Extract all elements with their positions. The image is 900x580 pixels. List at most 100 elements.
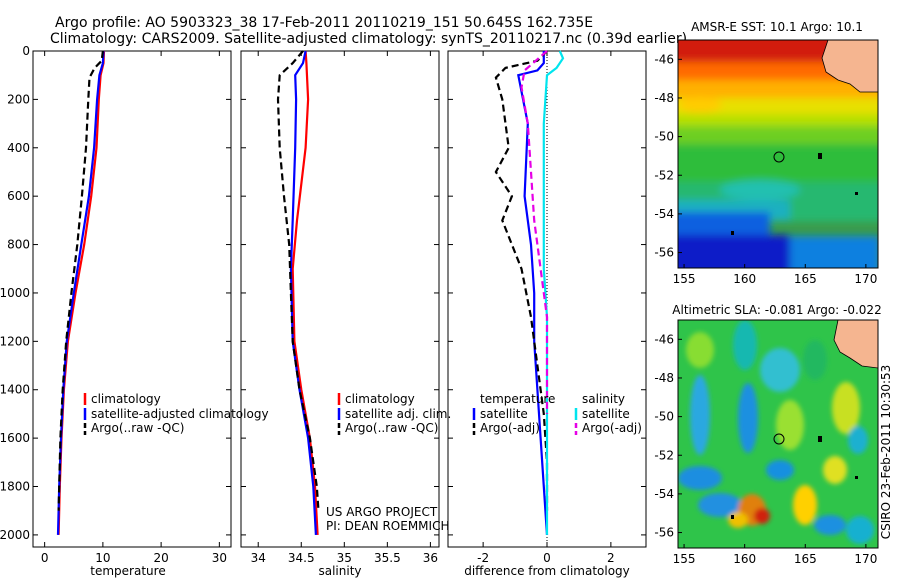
- map-x-tick-label: 160: [733, 272, 756, 286]
- argo-location-marker-sla: [773, 433, 785, 445]
- map-y-tick-label: -56: [654, 246, 674, 260]
- legend-title-salinity: salinity: [582, 392, 625, 406]
- difference-legend: temperature satellite Argo(-adj) salinit…: [472, 392, 642, 435]
- difference-panel: -2 0 2 difference from climatology tempera…: [447, 50, 647, 578]
- x-tick-label: 36: [423, 551, 438, 565]
- map-x-tick-label: 165: [794, 272, 817, 286]
- header-line-1: Argo profile: AO 5903323_38 17-Feb-2011 …: [55, 15, 593, 31]
- salinity-axis-ticks: 34 34.5 35 35.5 36: [251, 51, 438, 565]
- sla-map-title: Altimetric SLA: -0.081 Argo: -0.022: [672, 303, 881, 317]
- map-y-tick-label: -48: [654, 371, 674, 385]
- map-x-tick-label: 160: [733, 552, 756, 566]
- map-y-tick-label: -52: [654, 168, 674, 182]
- x-tick-label: 0: [41, 551, 49, 565]
- temperature-xlabel: temperature: [90, 564, 165, 578]
- x-tick-label: -2: [477, 551, 489, 565]
- temperature-axis-ticks: 0 10 20 30: [41, 51, 227, 565]
- map-x-tick-label: 155: [673, 552, 696, 566]
- profile-line-red: [291, 50, 319, 535]
- x-tick-label: 10: [95, 551, 110, 565]
- map-y-tick-label: -46: [654, 332, 674, 346]
- sla-map-ticks: 155 160 165 170 -46 -48 -50 -52 -54 -56: [654, 332, 877, 566]
- map-x-tick-label: 165: [794, 552, 817, 566]
- sst-map-ticks: 155 160 165 170 -46 -48 -50 -52 -54 -56: [654, 52, 877, 286]
- legend-label-sal-argo: Argo(-adj): [582, 421, 642, 435]
- legend-label-temp-satellite: satellite: [480, 407, 528, 421]
- y-tick-label: 0: [22, 44, 30, 58]
- y-tick-label: 600: [7, 189, 30, 203]
- sla-map-frame: [677, 319, 879, 549]
- x-tick-label: 34.5: [288, 551, 315, 565]
- x-tick-label: 20: [153, 551, 168, 565]
- y-tick-label: 1000: [0, 286, 30, 300]
- x-tick-label: 30: [212, 551, 227, 565]
- x-tick-label: 35: [337, 551, 352, 565]
- temperature-profiles: [56, 50, 106, 535]
- legend-label-temp-argo: Argo(-adj): [480, 421, 540, 435]
- difference-axis-ticks: -2 0 2: [477, 51, 615, 565]
- map-x-tick-label: 170: [854, 272, 877, 286]
- y-tick-label: 400: [7, 141, 30, 155]
- y-tick-label: 2000: [0, 528, 30, 542]
- salinity-profiles: [276, 50, 320, 535]
- temperature-legend: climatology satellite-adjusted climatolo…: [83, 392, 269, 435]
- profile-line-black: [494, 50, 549, 511]
- timestamp: CSIRO 23-Feb-2011 10:30:53: [879, 365, 893, 540]
- legend-label-climatology: climatology: [345, 392, 415, 406]
- salinity-legend: climatology satellite adj. clim. Argo(..…: [337, 392, 451, 435]
- y-tick-label: 1800: [0, 480, 30, 494]
- map-y-tick-label: -52: [654, 448, 674, 462]
- credit-project: US ARGO PROJECT: [326, 505, 438, 519]
- sla-field: [678, 320, 878, 548]
- salinity-plot-frame: [240, 50, 440, 548]
- map-y-tick-label: -46: [654, 52, 674, 66]
- legend-title-temperature: temperature: [480, 392, 555, 406]
- map-x-tick-label: 155: [673, 272, 696, 286]
- credit-pi: PI: DEAN ROEMMICH: [326, 519, 449, 533]
- profile-line-black: [276, 50, 320, 511]
- map-y-tick-label: -50: [654, 130, 674, 144]
- legend-label-sal-satellite: satellite: [582, 407, 630, 421]
- x-tick-label: 35.5: [374, 551, 401, 565]
- x-tick-label: 0: [543, 551, 551, 565]
- map-y-tick-label: -54: [654, 207, 674, 221]
- y-tick-label: 200: [7, 92, 30, 106]
- y-tick-label: 1600: [0, 431, 30, 445]
- sla-map-panel: Altimetric SLA: -0.081 Argo: -0.022: [654, 303, 881, 566]
- header-line-2: Climatology: CARS2009. Satellite-adjuste…: [50, 31, 687, 47]
- map-y-tick-label: -54: [654, 487, 674, 501]
- legend-label-argo: Argo(..raw -QC): [91, 421, 184, 435]
- profile-line-blue: [517, 51, 549, 535]
- map-y-tick-label: -48: [654, 91, 674, 105]
- y-tick-label: 800: [7, 238, 30, 252]
- profile-line-blue: [56, 50, 105, 535]
- legend-label-satellite-adjusted: satellite-adjusted climatology: [91, 407, 269, 421]
- difference-depth-ticks: [448, 50, 646, 536]
- profile-line-magenta: [520, 50, 549, 414]
- profile-line-red: [57, 50, 106, 535]
- sst-map-title: AMSR-E SST: 10.1 Argo: 10.1: [691, 20, 863, 34]
- argo-location-marker: [773, 151, 785, 163]
- map-y-tick-label: -50: [654, 410, 674, 424]
- temperature-panel: 0 200 400 600 800 1000 1200 1400 1600 1800 2000 0 1…: [0, 44, 269, 578]
- salinity-xlabel: salinity: [318, 564, 361, 578]
- legend-label-climatology: climatology: [91, 392, 161, 406]
- difference-profiles: [494, 50, 565, 535]
- x-tick-label: 34: [251, 551, 266, 565]
- sst-map-frame: [677, 39, 879, 269]
- sst-map-panel: AMSR-E SST: 10.1 Argo: 10.1: [654, 20, 879, 286]
- temperature-plot-frame: [32, 50, 232, 548]
- difference-xlabel: difference from climatology: [464, 564, 630, 578]
- map-x-tick-label: 170: [854, 552, 877, 566]
- map-y-tick-label: -56: [654, 526, 674, 540]
- legend-label-satellite: satellite adj. clim.: [345, 407, 451, 421]
- sla-land: [833, 320, 878, 369]
- legend-label-argo: Argo(..raw -QC): [345, 421, 438, 435]
- y-tick-label: 1400: [0, 383, 30, 397]
- depth-axis-ticks: 0 200 400 600 800 1000 1200 1400 1600 1800 2000: [0, 44, 231, 542]
- x-tick-label: 2: [607, 551, 615, 565]
- sst-land: [821, 40, 878, 93]
- profile-line-blue: [289, 50, 317, 535]
- salinity-panel: 34 34.5 35 35.5 36 salinity climatology sate…: [240, 50, 451, 578]
